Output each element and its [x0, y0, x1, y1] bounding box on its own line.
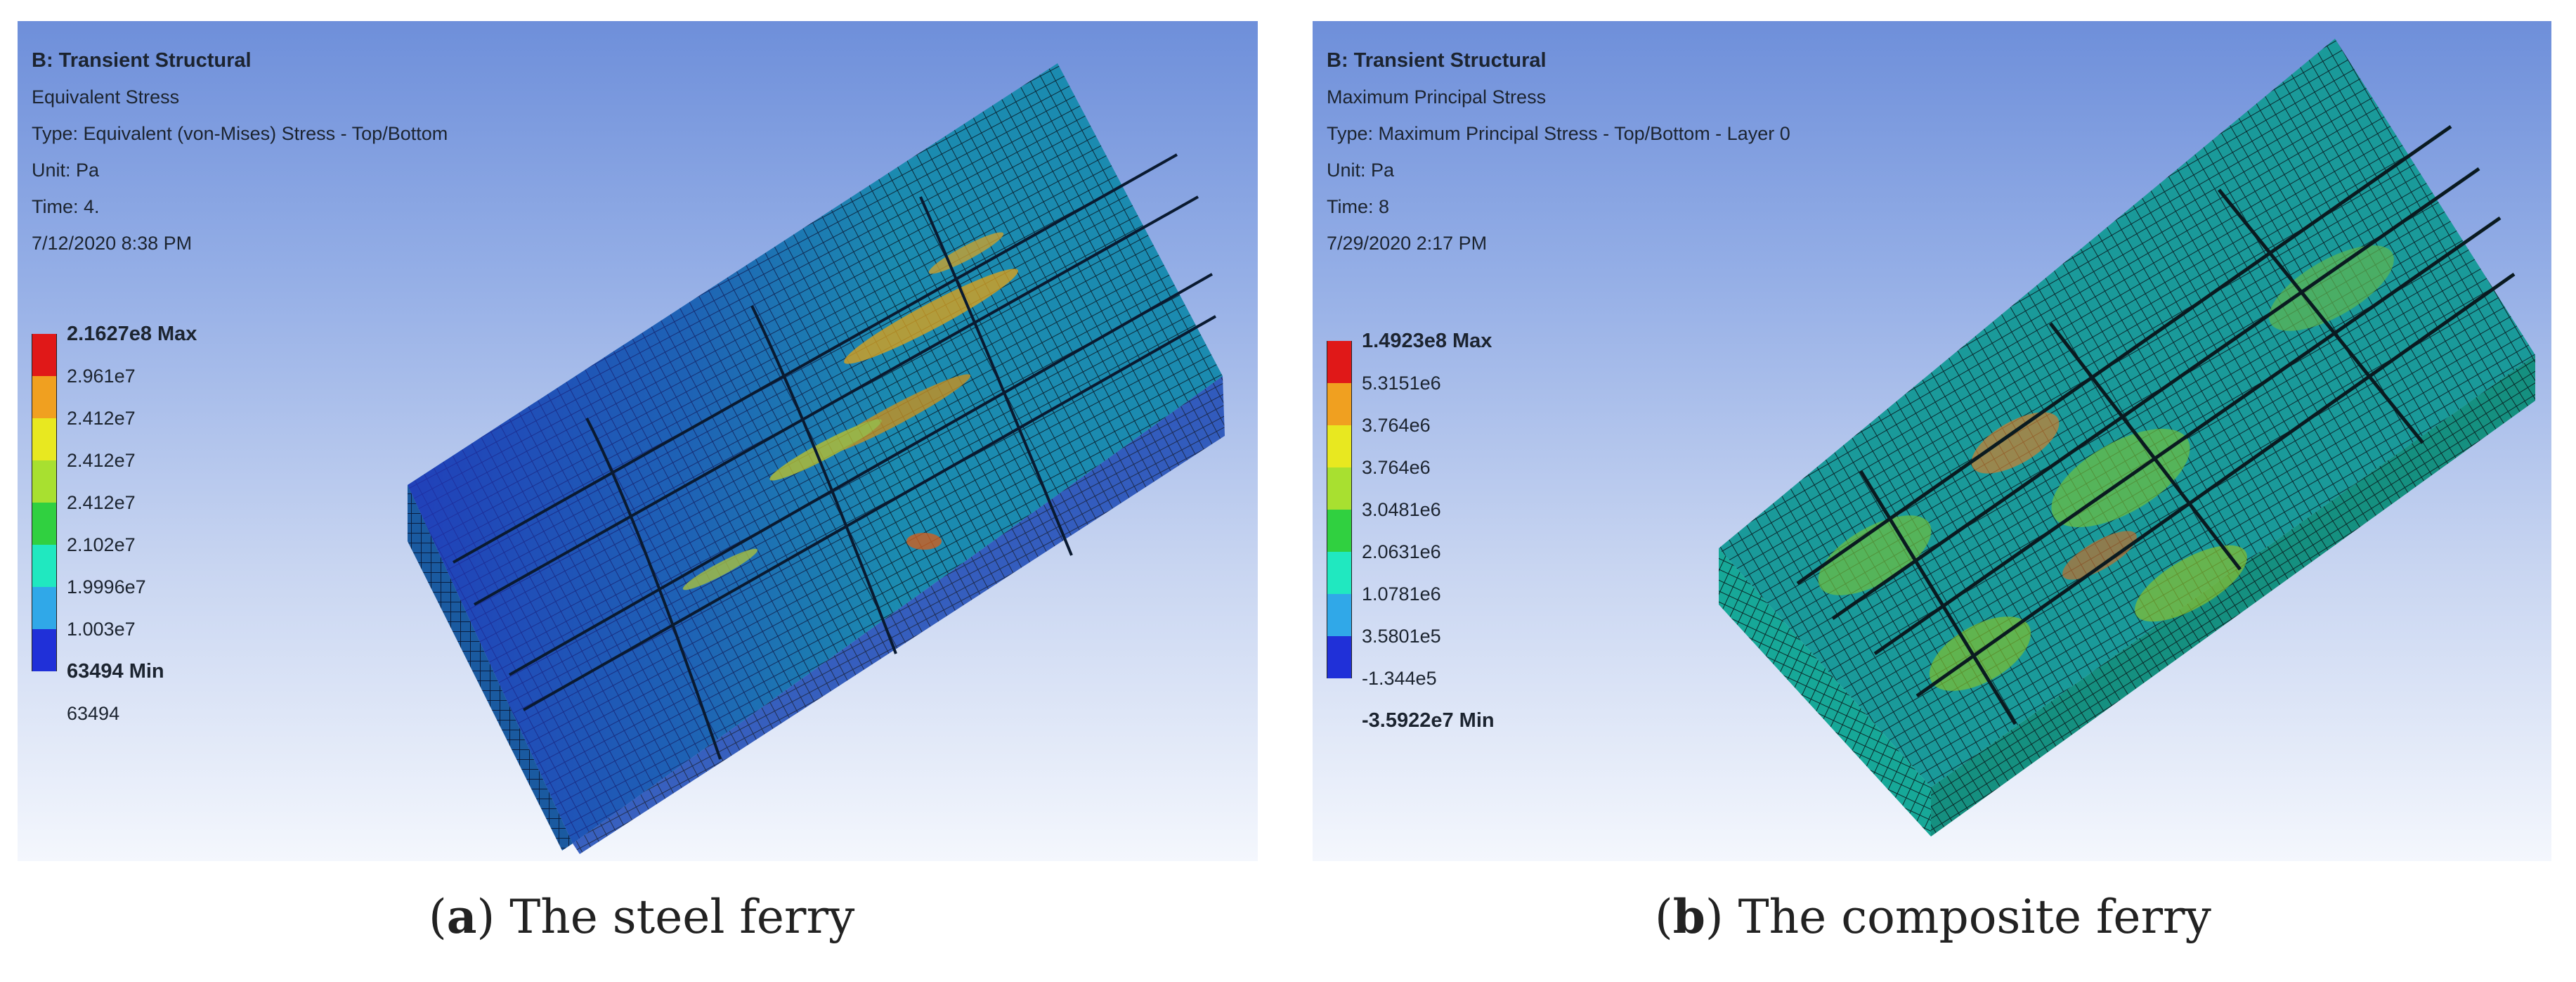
deck-left-side-face [1719, 548, 1931, 836]
result-name: Equivalent Stress [32, 86, 180, 108]
legend-swatch [1327, 636, 1352, 678]
deck-side-face [408, 485, 573, 851]
result-info: B: Transient Structural Equivalent Stres… [32, 42, 448, 261]
caption-letter: a [446, 889, 477, 944]
result-type: Type: Equivalent (von-Mises) Stress - To… [32, 123, 448, 144]
result-date: 7/12/2020 8:38 PM [32, 233, 193, 254]
deck-right-side-face [1931, 355, 2535, 836]
legend-label: 2.102e7 [67, 534, 136, 555]
legend-swatch [32, 503, 57, 545]
caption-text: The steel ferry [495, 890, 855, 944]
caption-composite: (b) The composite ferry [1655, 889, 2211, 944]
steel-ferry-viewport[interactable]: B: Transient Structural Equivalent Stres… [18, 21, 1258, 861]
legend-label: 2.412e7 [67, 450, 136, 471]
legend-swatch [1327, 341, 1352, 383]
legend-swatch [1327, 467, 1352, 510]
legend-swatch [32, 376, 57, 418]
composite-ferry-mesh-model[interactable] [1313, 21, 2551, 861]
legend-label: 2.961e7 [67, 366, 136, 387]
legend-swatch [32, 629, 57, 671]
analysis-title: B: Transient Structural [32, 49, 252, 72]
legend-swatch [32, 460, 57, 503]
stiffener-lines [1796, 124, 2516, 725]
caption-text: The composite ferry [1723, 890, 2211, 944]
legend-bottom-label: 63494 [67, 703, 120, 724]
legend-label: 3.0481e6 [1362, 499, 1441, 520]
analysis-title: B: Transient Structural [1327, 49, 1547, 72]
result-unit: Unit: Pa [32, 160, 100, 181]
legend-label: 1.0781e6 [1362, 583, 1441, 605]
legend-min-label: 63494 Min [67, 660, 164, 683]
legend-max-label: 1.4923e8 Max [1362, 330, 1492, 352]
caption-steel: (a) The steel ferry [429, 889, 855, 944]
legend-min-label: -3.5922e7 Min [1362, 709, 1495, 732]
result-time: Time: 4. [32, 196, 100, 217]
legend-swatch [32, 587, 57, 629]
legend-label: 2.412e7 [67, 492, 136, 513]
legend-swatch [32, 545, 57, 587]
stress-hotspots [682, 232, 1018, 590]
legend-label: 2.412e7 [67, 408, 136, 429]
result-name: Maximum Principal Stress [1327, 86, 1547, 108]
legend-swatch [32, 418, 57, 460]
legend-swatch [32, 334, 57, 376]
legend-label: -1.344e5 [1362, 668, 1437, 689]
legend-label: 1.003e7 [67, 619, 136, 640]
stress-patches [1818, 245, 2394, 691]
legend-max-label: 2.1627e8 Max [67, 323, 197, 345]
result-time: Time: 8 [1327, 196, 1390, 217]
caption-letter: b [1672, 889, 1705, 944]
result-date: 7/29/2020 2:17 PM [1327, 233, 1488, 254]
legend-swatch [1327, 594, 1352, 636]
stiffener-lines [453, 153, 1216, 760]
legend-swatch [1327, 425, 1352, 467]
legend-label: 3.764e6 [1362, 415, 1431, 436]
legend-swatch [1327, 383, 1352, 425]
legend-label: 2.0631e6 [1362, 541, 1441, 562]
result-info: B: Transient Structural Maximum Principa… [1327, 42, 1790, 261]
legend-label: 1.9996e7 [67, 576, 146, 597]
legend-label: 3.764e6 [1362, 457, 1431, 478]
result-unit: Unit: Pa [1327, 160, 1395, 181]
composite-ferry-viewport[interactable]: B: Transient Structural Maximum Principa… [1313, 21, 2551, 861]
legend-swatch [1327, 510, 1352, 552]
legend-label: 5.3151e6 [1362, 373, 1441, 394]
legend-label: 3.5801e5 [1362, 626, 1441, 647]
result-type: Type: Maximum Principal Stress - Top/Bot… [1327, 123, 1790, 144]
legend-swatch [1327, 552, 1352, 594]
steel-ferry-mesh-model[interactable] [18, 21, 1258, 861]
